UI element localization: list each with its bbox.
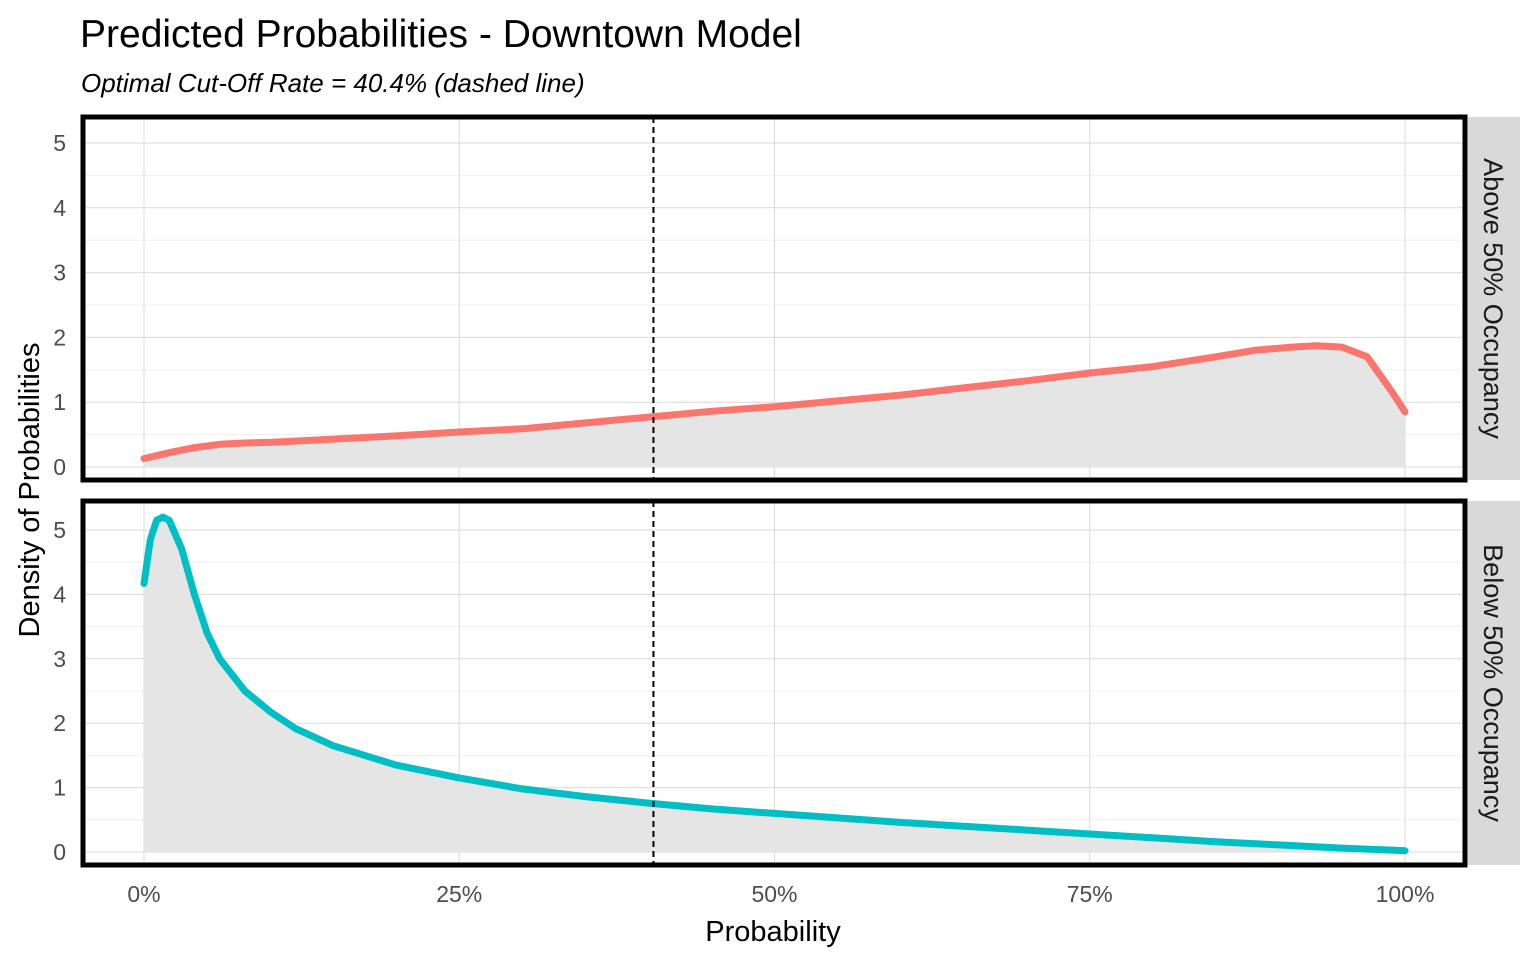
x-axis: 0% 25% 50% 75% 100% [127,881,1434,907]
y-tick-label: 5 [53,517,66,543]
facet-strip [1468,117,1520,480]
x-tick-label: 25% [436,881,482,907]
facet-strip-label: Below 50% Occupancy [1478,544,1508,822]
x-tick-label: 0% [127,881,160,907]
facet-strip-label: Above 50% Occupancy [1478,158,1508,439]
chart-subtitle: Optimal Cut-Off Rate = 40.4% (dashed lin… [81,68,585,98]
y-tick-label: 0 [53,839,66,865]
density-line [140,513,1409,855]
y-tick-label: 4 [53,195,66,221]
facet-panels: 0 1 2 3 4 5 Above 50% Occupancy 0 1 2 3 4 5 Below 50%… [53,114,1520,868]
panel-border [80,114,1468,483]
y-tick-label: 0 [53,454,66,480]
y-tick-label: 2 [53,324,66,350]
y-tick-label: 3 [53,260,66,286]
density-line [140,342,1409,463]
density-area [144,517,1405,852]
y-tick-label: 1 [53,775,66,801]
facet-panel-1: 0 1 2 3 4 5 Above 50% Occupancy [53,114,1520,483]
facet-panel-2: 0 1 2 3 4 5 Below 50% Occupancy [53,498,1520,868]
y-tick-label: 5 [53,130,66,156]
y-tick-label: 1 [53,389,66,415]
facet-strip [1468,501,1520,865]
x-tick-label: 50% [751,881,797,907]
y-axis-label: Density of Probabilities [14,343,46,638]
y-tick-label: 2 [53,710,66,736]
y-tick-label: 3 [53,646,66,672]
panel-border [80,498,1468,868]
x-tick-label: 100% [1376,881,1435,907]
chart-title: Predicted Probabilities - Downtown Model [80,13,802,56]
y-tick-label: 4 [53,581,66,607]
x-axis-label: Probability [705,916,841,948]
x-tick-label: 75% [1067,881,1113,907]
